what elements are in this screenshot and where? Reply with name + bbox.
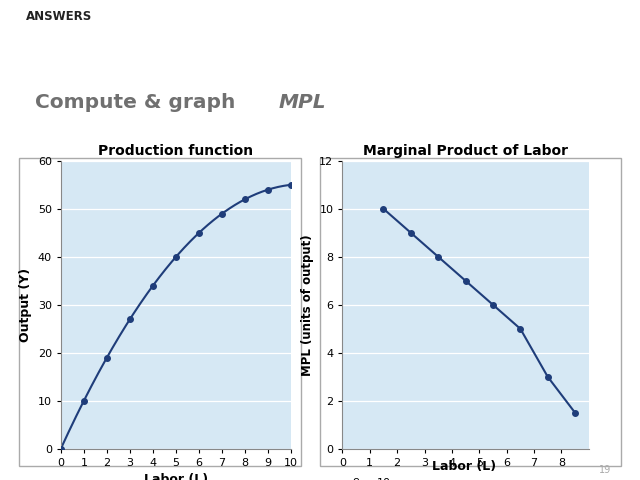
Y-axis label: MPL (units of output): MPL (units of output) bbox=[301, 234, 314, 376]
Text: 10: 10 bbox=[376, 478, 390, 480]
Y-axis label: Output (Y): Output (Y) bbox=[19, 268, 32, 342]
Text: Compute & graph: Compute & graph bbox=[26, 46, 167, 60]
Text: Compute & graph: Compute & graph bbox=[35, 93, 243, 112]
Text: Labor (L): Labor (L) bbox=[432, 460, 496, 473]
FancyBboxPatch shape bbox=[19, 157, 301, 466]
Text: MPL: MPL bbox=[227, 46, 258, 60]
Text: 19: 19 bbox=[599, 465, 611, 475]
Text: MPL: MPL bbox=[278, 93, 326, 112]
X-axis label: Labor (L): Labor (L) bbox=[144, 473, 208, 480]
Title: Production function: Production function bbox=[99, 144, 253, 158]
FancyBboxPatch shape bbox=[320, 157, 621, 466]
Text: ANSWERS: ANSWERS bbox=[26, 11, 92, 24]
Title: Marginal Product of Labor: Marginal Product of Labor bbox=[363, 144, 568, 158]
Text: 9: 9 bbox=[353, 478, 360, 480]
